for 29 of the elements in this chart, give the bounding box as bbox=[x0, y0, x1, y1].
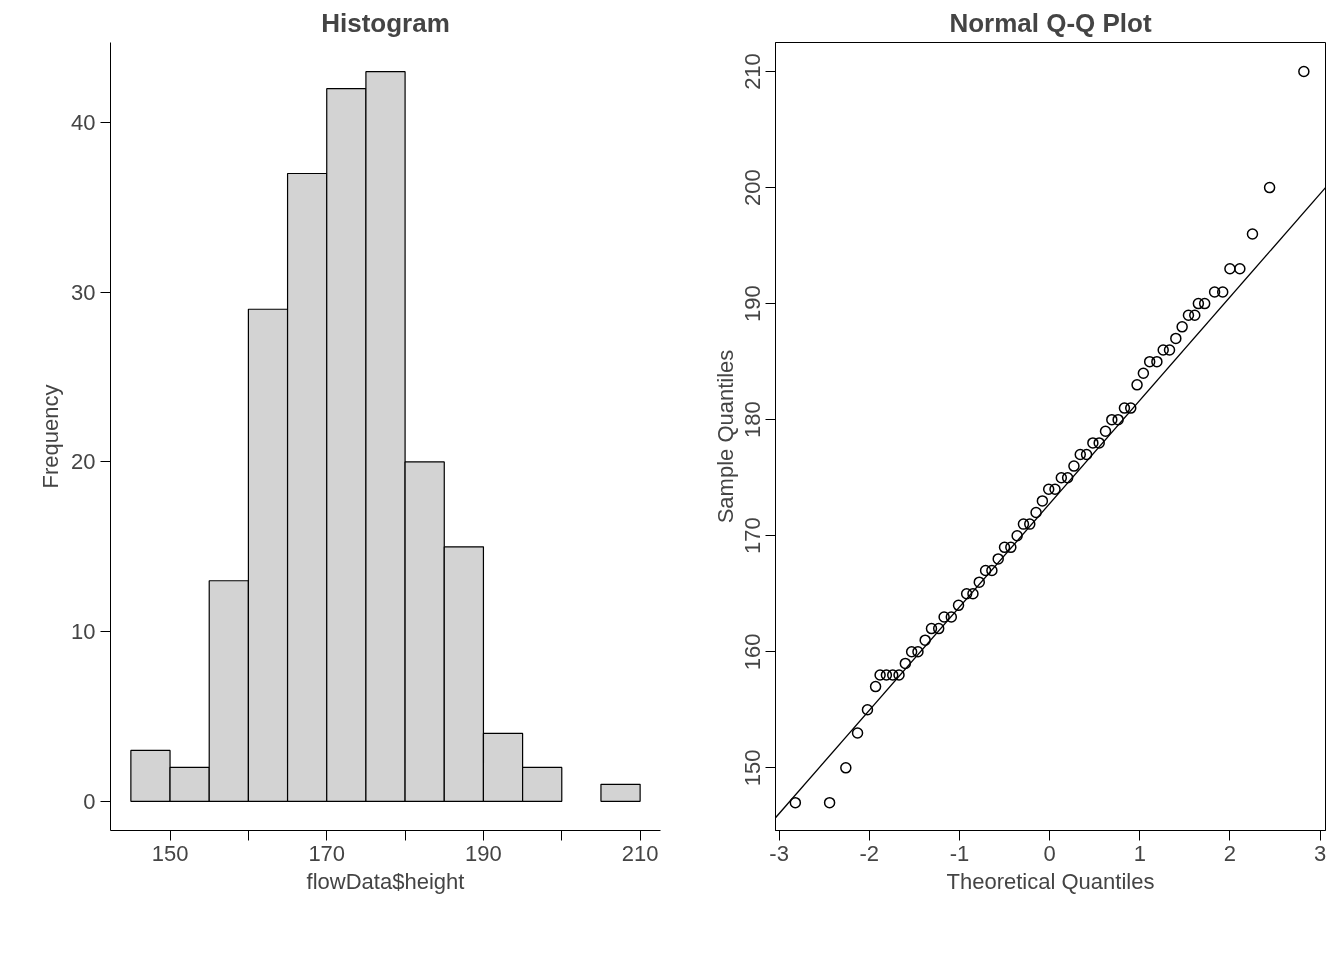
y-axis-title: Sample Quantiles bbox=[712, 349, 738, 524]
x-tick-label: 190 bbox=[465, 840, 502, 866]
y-tick-label: 30 bbox=[71, 279, 96, 305]
x-tick-label: 170 bbox=[308, 840, 346, 866]
chart-title: Histogram bbox=[321, 7, 450, 38]
y-axis-title: Frequency bbox=[38, 384, 64, 489]
y-tick-label: 180 bbox=[740, 401, 766, 439]
y-tick-label: 20 bbox=[71, 449, 96, 475]
x-tick-label: -2 bbox=[859, 840, 880, 866]
y-tick-label: 150 bbox=[740, 749, 766, 787]
y-tick-label: 160 bbox=[740, 633, 766, 671]
y-tick-label: 40 bbox=[71, 110, 96, 136]
y-tick-label: 0 bbox=[83, 788, 96, 814]
y-tick-label: 190 bbox=[740, 285, 766, 322]
x-axis-title: flowData$height bbox=[306, 868, 465, 894]
x-axis-title: Theoretical Quantiles bbox=[946, 868, 1155, 894]
x-tick-label: 210 bbox=[621, 840, 659, 866]
x-tick-label: -3 bbox=[769, 840, 789, 866]
y-tick-label: 210 bbox=[740, 53, 766, 90]
y-tick-label: 170 bbox=[740, 517, 766, 555]
y-tick-label: 10 bbox=[71, 619, 96, 645]
y-tick-label: 200 bbox=[740, 169, 766, 206]
x-tick-label: 1 bbox=[1133, 840, 1146, 866]
x-tick-label: 0 bbox=[1043, 840, 1056, 866]
chart-title: Normal Q-Q Plot bbox=[949, 7, 1152, 38]
x-tick-label: 3 bbox=[1313, 840, 1327, 866]
x-tick-label: 2 bbox=[1223, 840, 1237, 866]
x-tick-label: -1 bbox=[949, 840, 970, 866]
x-tick-label: 150 bbox=[151, 840, 189, 866]
